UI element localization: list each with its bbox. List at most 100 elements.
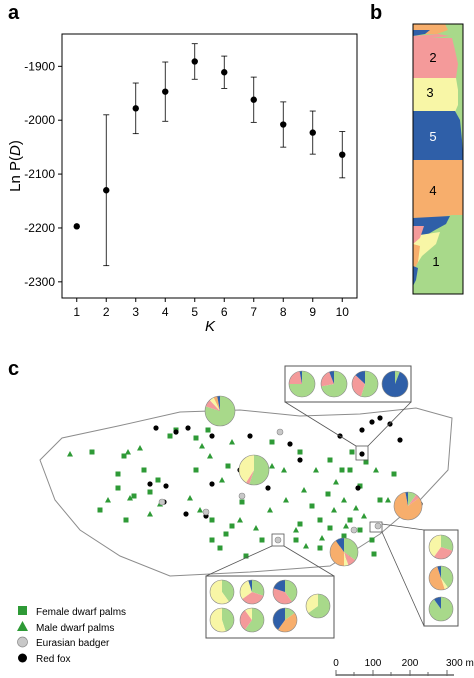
data-points: [73, 43, 346, 267]
pie-slice: [408, 492, 417, 506]
male-palm-marker: [267, 507, 273, 513]
female-palm-marker: [115, 471, 121, 477]
inset-right-pies: [428, 534, 454, 622]
female-palm-marker: [317, 545, 323, 551]
pie-outline: [239, 579, 265, 605]
badger-marker: [276, 428, 284, 436]
pie-chart: [329, 537, 359, 567]
pie-slice: [441, 566, 453, 588]
x-tick-label: 5: [191, 305, 198, 319]
fox-marker: [185, 425, 191, 431]
pie-slice: [272, 588, 293, 604]
pie-chart: [428, 596, 454, 622]
x-tick-label: 9: [309, 305, 316, 319]
x-tick-label: 1: [73, 305, 80, 319]
female-palm-marker: [269, 439, 275, 445]
pie-outline: [239, 607, 265, 633]
male-marker-icon: [17, 621, 28, 631]
pie-slice: [240, 580, 252, 600]
pie-slice: [217, 396, 220, 411]
map-pies: [204, 395, 423, 567]
pie-slice: [429, 566, 445, 590]
pie-outline: [329, 537, 359, 567]
legend-male-label: Male dwarf palms: [36, 623, 114, 634]
pie-outline: [381, 370, 409, 398]
pie-slice: [429, 535, 441, 557]
pie-slice: [205, 396, 236, 427]
male-palm-marker: [385, 497, 391, 503]
inset-top-source-box: [355, 445, 369, 461]
pie-chart: [288, 370, 316, 398]
badger-marker: [350, 526, 358, 534]
pie-outline: [204, 395, 236, 427]
pie-chart: [381, 370, 409, 398]
male-palm-marker: [353, 505, 359, 511]
male-palm-marker: [219, 477, 225, 483]
female-palm-marker: [363, 459, 369, 465]
legend-fox-label: Red fox: [36, 654, 70, 665]
pie-slice: [330, 540, 344, 566]
pie-slice: [209, 580, 230, 605]
female-palm-marker: [97, 507, 103, 513]
female-palm-marker: [317, 517, 323, 523]
pie-chart: [239, 579, 265, 605]
pie-slice: [344, 552, 349, 566]
male-palm-marker: [125, 449, 131, 455]
male-palm-marker: [313, 467, 319, 473]
female-palm-marker: [167, 433, 173, 439]
y-axis-ticks: -1900 -2000 -2100 -2200 -2300: [24, 59, 62, 289]
female-palm-marker: [205, 427, 211, 433]
pie-chart: [209, 607, 235, 633]
panel-label-b: b: [370, 2, 383, 24]
female-palm-marker: [141, 467, 147, 473]
female-palm-marker: [371, 551, 377, 557]
sampling-map: [39, 365, 459, 639]
fox-marker: [209, 433, 215, 439]
data-point: [250, 96, 257, 103]
pie-outline: [288, 370, 316, 398]
y-tick-label: -2100: [24, 167, 55, 181]
scale-tick-100: 100: [365, 658, 382, 669]
female-palm-marker: [339, 467, 345, 473]
badger-marker: [274, 536, 282, 544]
mix-top-blue: [413, 30, 430, 36]
female-palm-marker: [357, 527, 363, 533]
pie-slice: [329, 371, 334, 384]
k-likelihood-chart: -1900-2000-2100-2200-2300 1 2 3 4 5 6 7 8 9 10 K …: [7, 33, 358, 335]
pie-slice: [405, 492, 408, 506]
pie-slice: [344, 552, 356, 566]
y-tick-label: -1900: [24, 59, 55, 73]
pie-chart: [209, 579, 235, 605]
pie-slice: [213, 396, 220, 411]
fox-marker: [359, 451, 365, 457]
pie-slice: [429, 597, 454, 621]
data-point: [339, 151, 346, 158]
female-palm-marker: [357, 483, 363, 489]
pie-slice: [240, 610, 252, 630]
female-palm-marker: [347, 467, 353, 473]
female-palm-marker: [131, 493, 137, 499]
scale-tick-300: 300 m: [446, 658, 474, 669]
x-tick-label: 3: [132, 305, 139, 319]
male-palm-marker: [341, 497, 347, 503]
pie-chart: [351, 370, 379, 398]
pie-slice: [382, 371, 408, 397]
x-axis-label: K: [205, 318, 216, 335]
male-palm-marker: [127, 495, 133, 501]
pie-slice: [222, 608, 234, 632]
cluster-label-3: 3: [426, 85, 433, 100]
pie-slice: [242, 592, 264, 604]
fox-marker: [297, 457, 303, 463]
pie-outline: [209, 579, 235, 605]
male-palm-marker: [373, 467, 379, 473]
cluster-2-block: [413, 38, 458, 78]
pie-chart: [393, 491, 423, 521]
pie-outline: [272, 579, 298, 605]
mix-low-orange: [413, 244, 420, 272]
female-palm-marker: [239, 499, 245, 505]
data-point: [73, 223, 80, 230]
pie-slice: [437, 566, 441, 578]
pie-outline: [428, 565, 454, 591]
pie-slice: [299, 371, 302, 384]
